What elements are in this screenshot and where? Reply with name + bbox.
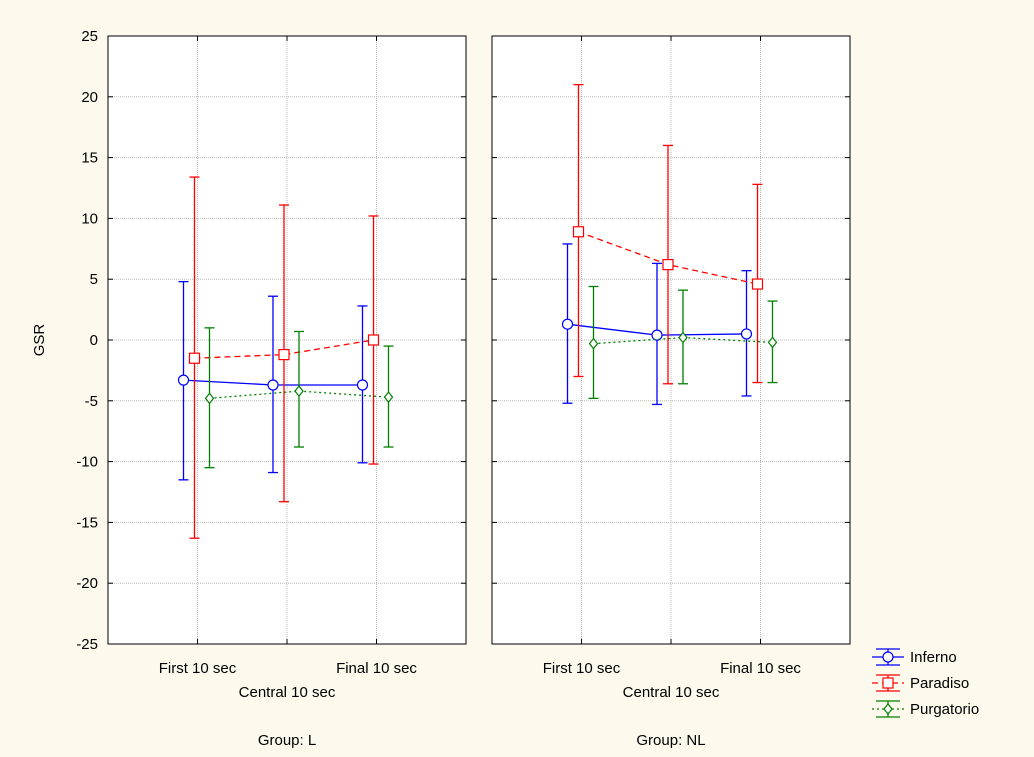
point-purgatorio <box>204 392 215 405</box>
legend-marker <box>883 703 893 715</box>
y-tick-label: -5 <box>85 393 98 410</box>
legend-label-purgatorio: Purgatorio <box>910 701 979 718</box>
legend-label-inferno: Inferno <box>910 649 957 666</box>
point-inferno <box>356 379 369 391</box>
x-tick-label: First 10 sec <box>159 660 237 677</box>
legend-label-paradiso: Paradiso <box>910 675 969 692</box>
y-axis-label: GSR <box>31 324 48 357</box>
y-tick-label: 15 <box>81 150 98 167</box>
legend-marker <box>882 651 894 663</box>
y-tick-label: -25 <box>76 636 98 653</box>
x-tick-label: Final 10 sec <box>720 660 801 677</box>
point-paradiso <box>751 278 764 290</box>
y-tick-label: -10 <box>76 454 98 471</box>
point-paradiso <box>367 334 380 346</box>
point-purgatorio <box>678 331 688 344</box>
x-tick-label: Central 10 sec <box>623 684 720 701</box>
x-tick-label: First 10 sec <box>543 660 621 677</box>
x-tick-label: Central 10 sec <box>239 684 336 701</box>
point-purgatorio <box>588 337 599 350</box>
x-tick-label: Final 10 sec <box>336 660 417 677</box>
y-tick-label: 0 <box>90 332 98 349</box>
point-paradiso <box>662 259 674 271</box>
point-paradiso <box>188 352 201 364</box>
series-line-paradiso <box>194 339 374 359</box>
point-inferno <box>740 328 753 340</box>
panel-frame <box>491 35 851 645</box>
point-inferno <box>561 318 574 330</box>
panel-label: Group: NL <box>636 732 705 749</box>
y-tick-label: 25 <box>81 28 98 45</box>
point-inferno <box>651 329 663 341</box>
point-paradiso <box>572 226 585 238</box>
panel-frame <box>107 35 467 645</box>
y-tick-label: -15 <box>76 514 98 531</box>
point-inferno <box>267 379 279 391</box>
y-tick-label: 5 <box>90 271 98 288</box>
y-tick-label: 10 <box>81 210 98 227</box>
point-inferno <box>177 374 190 386</box>
y-tick-label: 20 <box>81 89 98 106</box>
point-purgatorio <box>767 336 778 349</box>
legend-marker <box>882 677 894 689</box>
panel-label: Group: L <box>258 732 316 749</box>
point-purgatorio <box>383 391 394 404</box>
point-purgatorio <box>294 385 304 398</box>
y-tick-label: -20 <box>76 575 98 592</box>
point-paradiso <box>278 348 290 361</box>
